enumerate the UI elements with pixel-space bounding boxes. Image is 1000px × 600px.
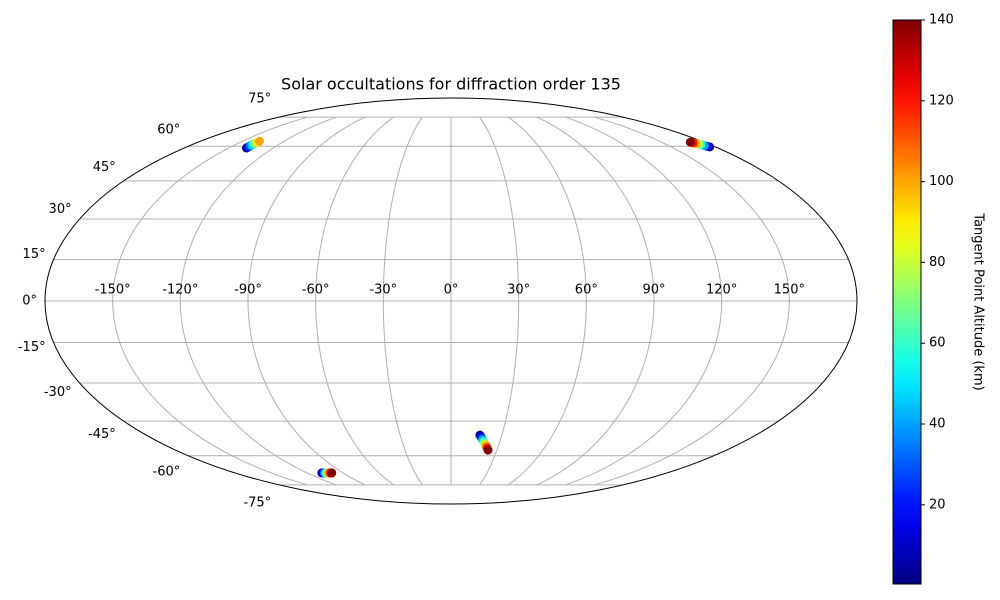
x-tick-label: 120°: [706, 283, 737, 298]
grid-line: [315, 116, 395, 486]
grid-line: [594, 116, 790, 486]
colorbar-tick-label: 100: [929, 174, 954, 189]
x-tick-label: 150°: [774, 283, 805, 298]
y-tick-label: -30°: [44, 385, 72, 400]
grid-line: [479, 116, 520, 486]
x-tick-label: 0°: [444, 283, 459, 298]
grid-line: [536, 116, 655, 486]
x-tick-label: 90°: [642, 283, 665, 298]
x-tick-label: -30°: [369, 283, 397, 298]
scatter-point: [483, 445, 493, 455]
x-tick-label: 60°: [575, 283, 598, 298]
grid-line: [382, 116, 423, 486]
x-tick-label: -150°: [95, 283, 131, 298]
x-tick-label: -120°: [162, 283, 198, 298]
colorbar-tick-label: 20: [929, 497, 946, 512]
colorbar-tick-label: 60: [929, 336, 946, 351]
grid-line: [565, 116, 723, 486]
map-outline: [44, 97, 858, 505]
x-tick-label: -90°: [234, 283, 262, 298]
scatter-point: [327, 468, 337, 478]
colorbar-tick-label: 40: [929, 417, 946, 432]
colorbar-label: Tangent Point Altitude (km): [971, 212, 986, 390]
y-tick-label: 15°: [23, 247, 46, 262]
chart-title: Solar occultations for diffraction order…: [281, 75, 621, 94]
colorbar: [892, 19, 922, 585]
grid-line: [112, 116, 308, 486]
grid-line: [247, 116, 366, 486]
x-tick-label: -60°: [302, 283, 330, 298]
y-tick-label: 0°: [22, 294, 37, 309]
x-tick-label: 30°: [507, 283, 530, 298]
colorbar-tick-label: 80: [929, 255, 946, 270]
y-tick-label: -60°: [153, 464, 181, 479]
grid-line: [179, 116, 337, 486]
y-tick-label: -75°: [243, 495, 271, 510]
y-tick-label: 45°: [93, 160, 116, 175]
y-tick-label: 60°: [157, 123, 180, 138]
y-tick-label: 75°: [248, 92, 271, 107]
y-tick-label: 30°: [49, 202, 72, 217]
y-tick-label: -45°: [88, 427, 116, 442]
y-tick-label: -15°: [18, 340, 46, 355]
scatter-point: [254, 136, 264, 146]
colorbar-tick-label: 120: [929, 93, 954, 108]
colorbar-tick-label: 140: [929, 13, 954, 28]
scatter-point: [685, 137, 695, 147]
grid-line: [507, 116, 587, 486]
